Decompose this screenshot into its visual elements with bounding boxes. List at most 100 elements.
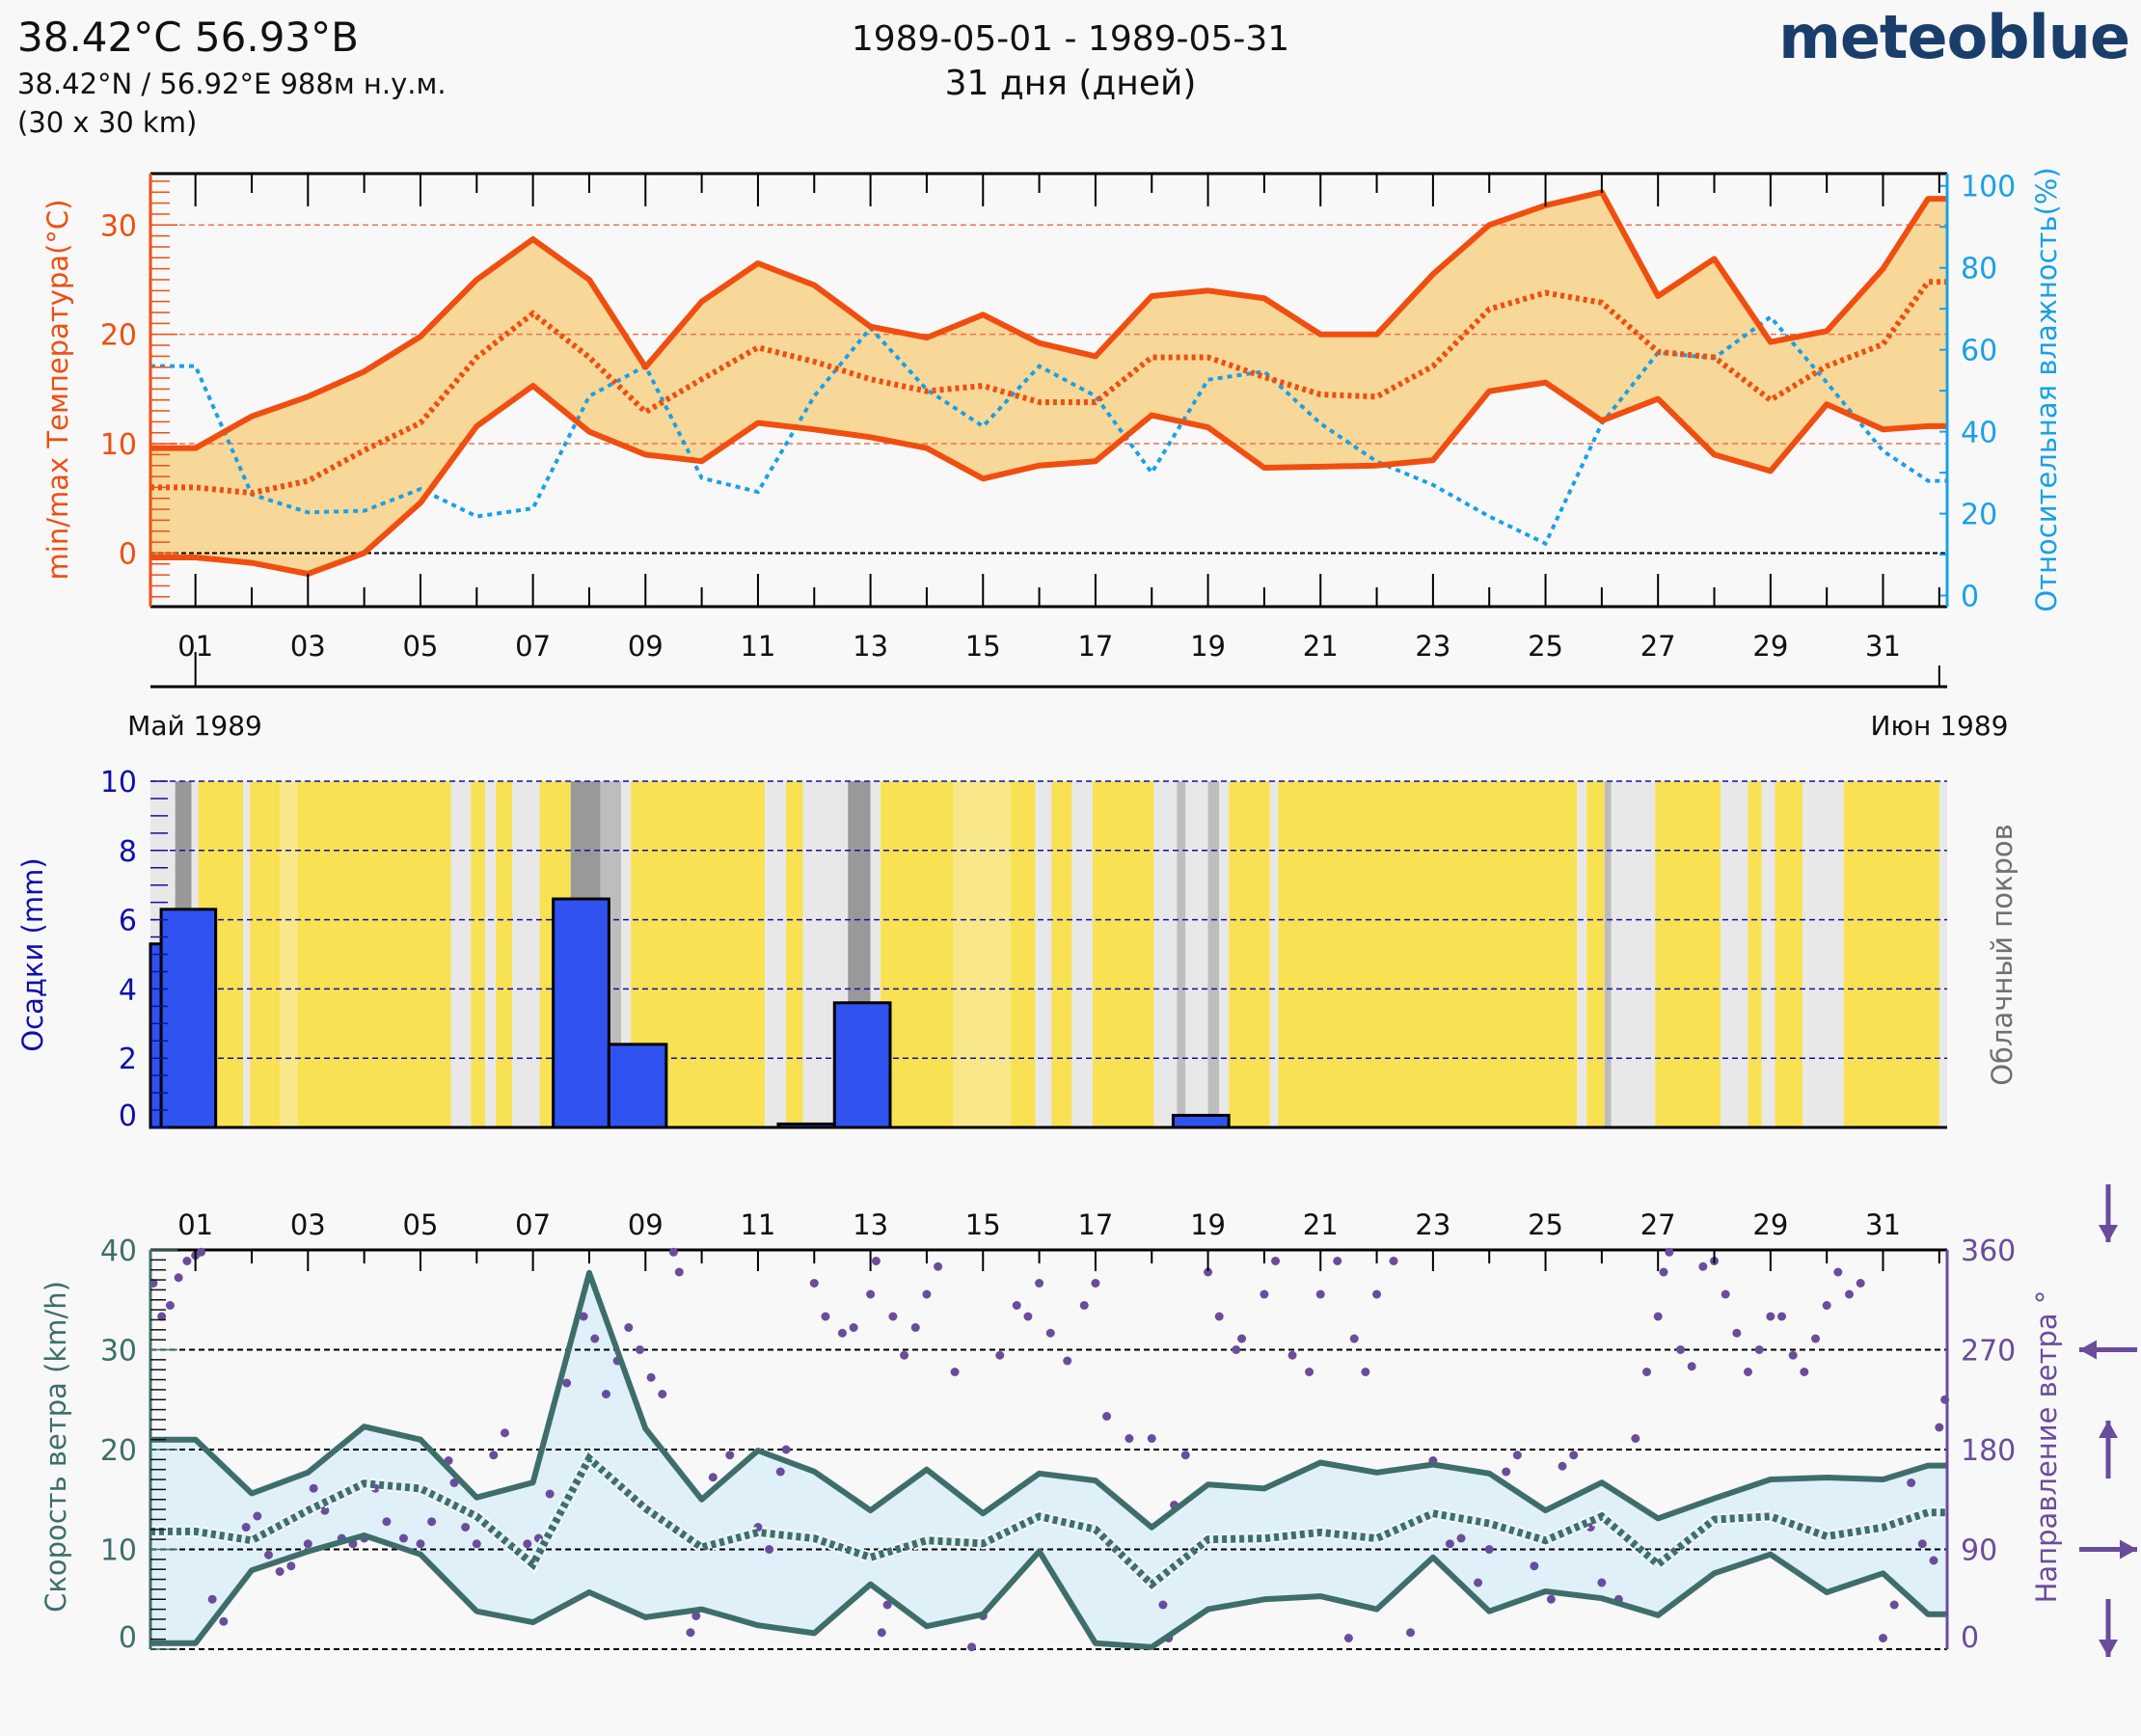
wind-direction-point: [1035, 1279, 1044, 1288]
wind-direction-point: [1665, 1247, 1674, 1257]
precipitation-tick-label: 10: [100, 766, 137, 800]
cloud-cover-segment-clear: [1010, 781, 1036, 1127]
day-label: 29: [1752, 1208, 1788, 1241]
cloud-cover-segment-light: [1071, 781, 1093, 1127]
wind-speed-tick-label: 10: [100, 1534, 137, 1568]
wind-direction-point: [427, 1517, 437, 1527]
wind-direction-point: [809, 1279, 819, 1288]
wind-arrow-down-icon: [2099, 1184, 2118, 1242]
wind-direction-point: [382, 1517, 392, 1527]
wind-direction-point: [1530, 1561, 1539, 1571]
wind-direction-tick-label: 0: [1961, 1621, 1979, 1655]
wind-direction-point: [1929, 1556, 1938, 1565]
precipitation-tick-label: 4: [119, 973, 137, 1007]
wind-direction-point: [1642, 1368, 1652, 1376]
wind-direction-point: [196, 1247, 205, 1257]
cloud-cover-segment-clear: [786, 781, 803, 1127]
temperature-tick-label: 30: [100, 209, 137, 243]
cloud-cover-segment-light: [764, 781, 787, 1127]
temperature-range-band: [150, 192, 1948, 575]
wind-speed-range-band: [150, 1272, 1948, 1647]
wind-direction-point: [1180, 1451, 1190, 1460]
wind-direction-point: [1917, 1539, 1927, 1549]
wind-direction-point: [579, 1312, 588, 1321]
wind-direction-point: [871, 1257, 881, 1265]
wind-direction-tick-label: 180: [1961, 1434, 2016, 1468]
wind-direction-point: [1012, 1301, 1021, 1310]
month-label-may: Май 1989: [127, 710, 262, 742]
cloud-cover-segment-clear: [496, 781, 513, 1127]
wind-direction-point: [207, 1594, 217, 1604]
wind-direction-point: [601, 1390, 610, 1398]
wind-direction-point: [821, 1312, 830, 1321]
wind-direction-point: [910, 1323, 920, 1332]
wind-direction-point: [668, 1247, 678, 1257]
precipitation-bar: [159, 908, 218, 1129]
cloud-cover-segment-clear: [250, 781, 281, 1127]
wind-direction-point: [1698, 1261, 1708, 1271]
meteoblue-logo: meteoblue: [1778, 2, 2130, 72]
wind-direction-point: [1788, 1350, 1798, 1360]
wind-direction-point: [1389, 1257, 1398, 1265]
wind-direction-point: [1349, 1334, 1359, 1343]
min-temperature-line: [150, 379, 1948, 577]
month-label-june: Июн 1989: [1871, 710, 2009, 742]
day-label: 15: [965, 1208, 1001, 1241]
wind-direction-point: [398, 1533, 408, 1543]
wind-direction-point: [1777, 1312, 1787, 1321]
wind-direction-point: [1315, 1289, 1325, 1299]
cloud-cover-segment-light: [870, 781, 881, 1127]
wind-direction-point: [1687, 1362, 1696, 1371]
wind-direction-point: [1879, 1634, 1888, 1642]
wind-direction-point: [1502, 1467, 1511, 1477]
day-label: 25: [1528, 630, 1563, 663]
wind-direction-point: [1271, 1257, 1281, 1265]
arrow-head: [2120, 1539, 2137, 1560]
cloud-cover-segment-light: [1938, 781, 1947, 1127]
grid-resolution: (30 x 30 km): [17, 106, 198, 139]
cloud-cover-segment-clear: [1092, 781, 1154, 1127]
wind-direction-point: [1204, 1267, 1213, 1277]
day-label: 15: [965, 630, 1001, 663]
humidity-tick-label: 0: [1961, 581, 1979, 614]
humidity-tick-label: 60: [1961, 335, 1997, 368]
wind-direction-point: [1125, 1434, 1134, 1443]
cloud-cover-axis-title: Облачный покров: [1986, 824, 2019, 1086]
day-label: 29: [1752, 630, 1788, 663]
cloud-cover-segment-light: [1577, 781, 1587, 1127]
wind-direction-point: [219, 1616, 229, 1626]
wind-direction-point: [1631, 1434, 1640, 1443]
precipitation-axis-title: Осадки (mm): [16, 857, 49, 1051]
wind-direction-point: [995, 1350, 1005, 1360]
cloud-cover-segment-clear: [1843, 781, 1939, 1127]
wind-direction-tick-label: 90: [1961, 1534, 1997, 1568]
wind-direction-point: [1305, 1368, 1314, 1376]
mean-wind-speed-line: [150, 1451, 1948, 1590]
cloud-cover-segment-clear: [1229, 781, 1270, 1127]
wind-direction-point: [775, 1467, 785, 1477]
precipitation-bar: [1171, 1113, 1231, 1129]
day-label: 03: [290, 630, 326, 663]
humidity-axis-title: Относительная влажность(%): [2030, 167, 2063, 611]
wind-direction-point: [165, 1301, 175, 1310]
wind-direction-point: [1456, 1533, 1466, 1543]
cloud-cover-segment-light: [1761, 781, 1775, 1127]
day-label: 17: [1077, 630, 1113, 663]
wind-direction-point: [241, 1523, 251, 1532]
wind-direction-point: [877, 1628, 886, 1638]
wind-direction-point: [1721, 1289, 1730, 1299]
cloud-cover-segment-light: [1802, 781, 1844, 1127]
wind-direction-point: [286, 1561, 296, 1571]
wind-direction-point: [1158, 1600, 1168, 1610]
wind-direction-point: [1343, 1634, 1353, 1642]
day-label: 01: [177, 1208, 213, 1241]
wind-direction-point: [725, 1451, 735, 1460]
wind-arrow-right-icon: [2079, 1539, 2137, 1560]
wind-direction-point: [765, 1545, 774, 1554]
wind-direction-point: [1102, 1412, 1112, 1421]
wind-direction-point: [1484, 1545, 1494, 1554]
wind-direction-point: [1474, 1578, 1483, 1587]
cloud-cover-segment-mid: [1177, 781, 1186, 1127]
cloud-cover-segment-clear: [1051, 781, 1072, 1127]
